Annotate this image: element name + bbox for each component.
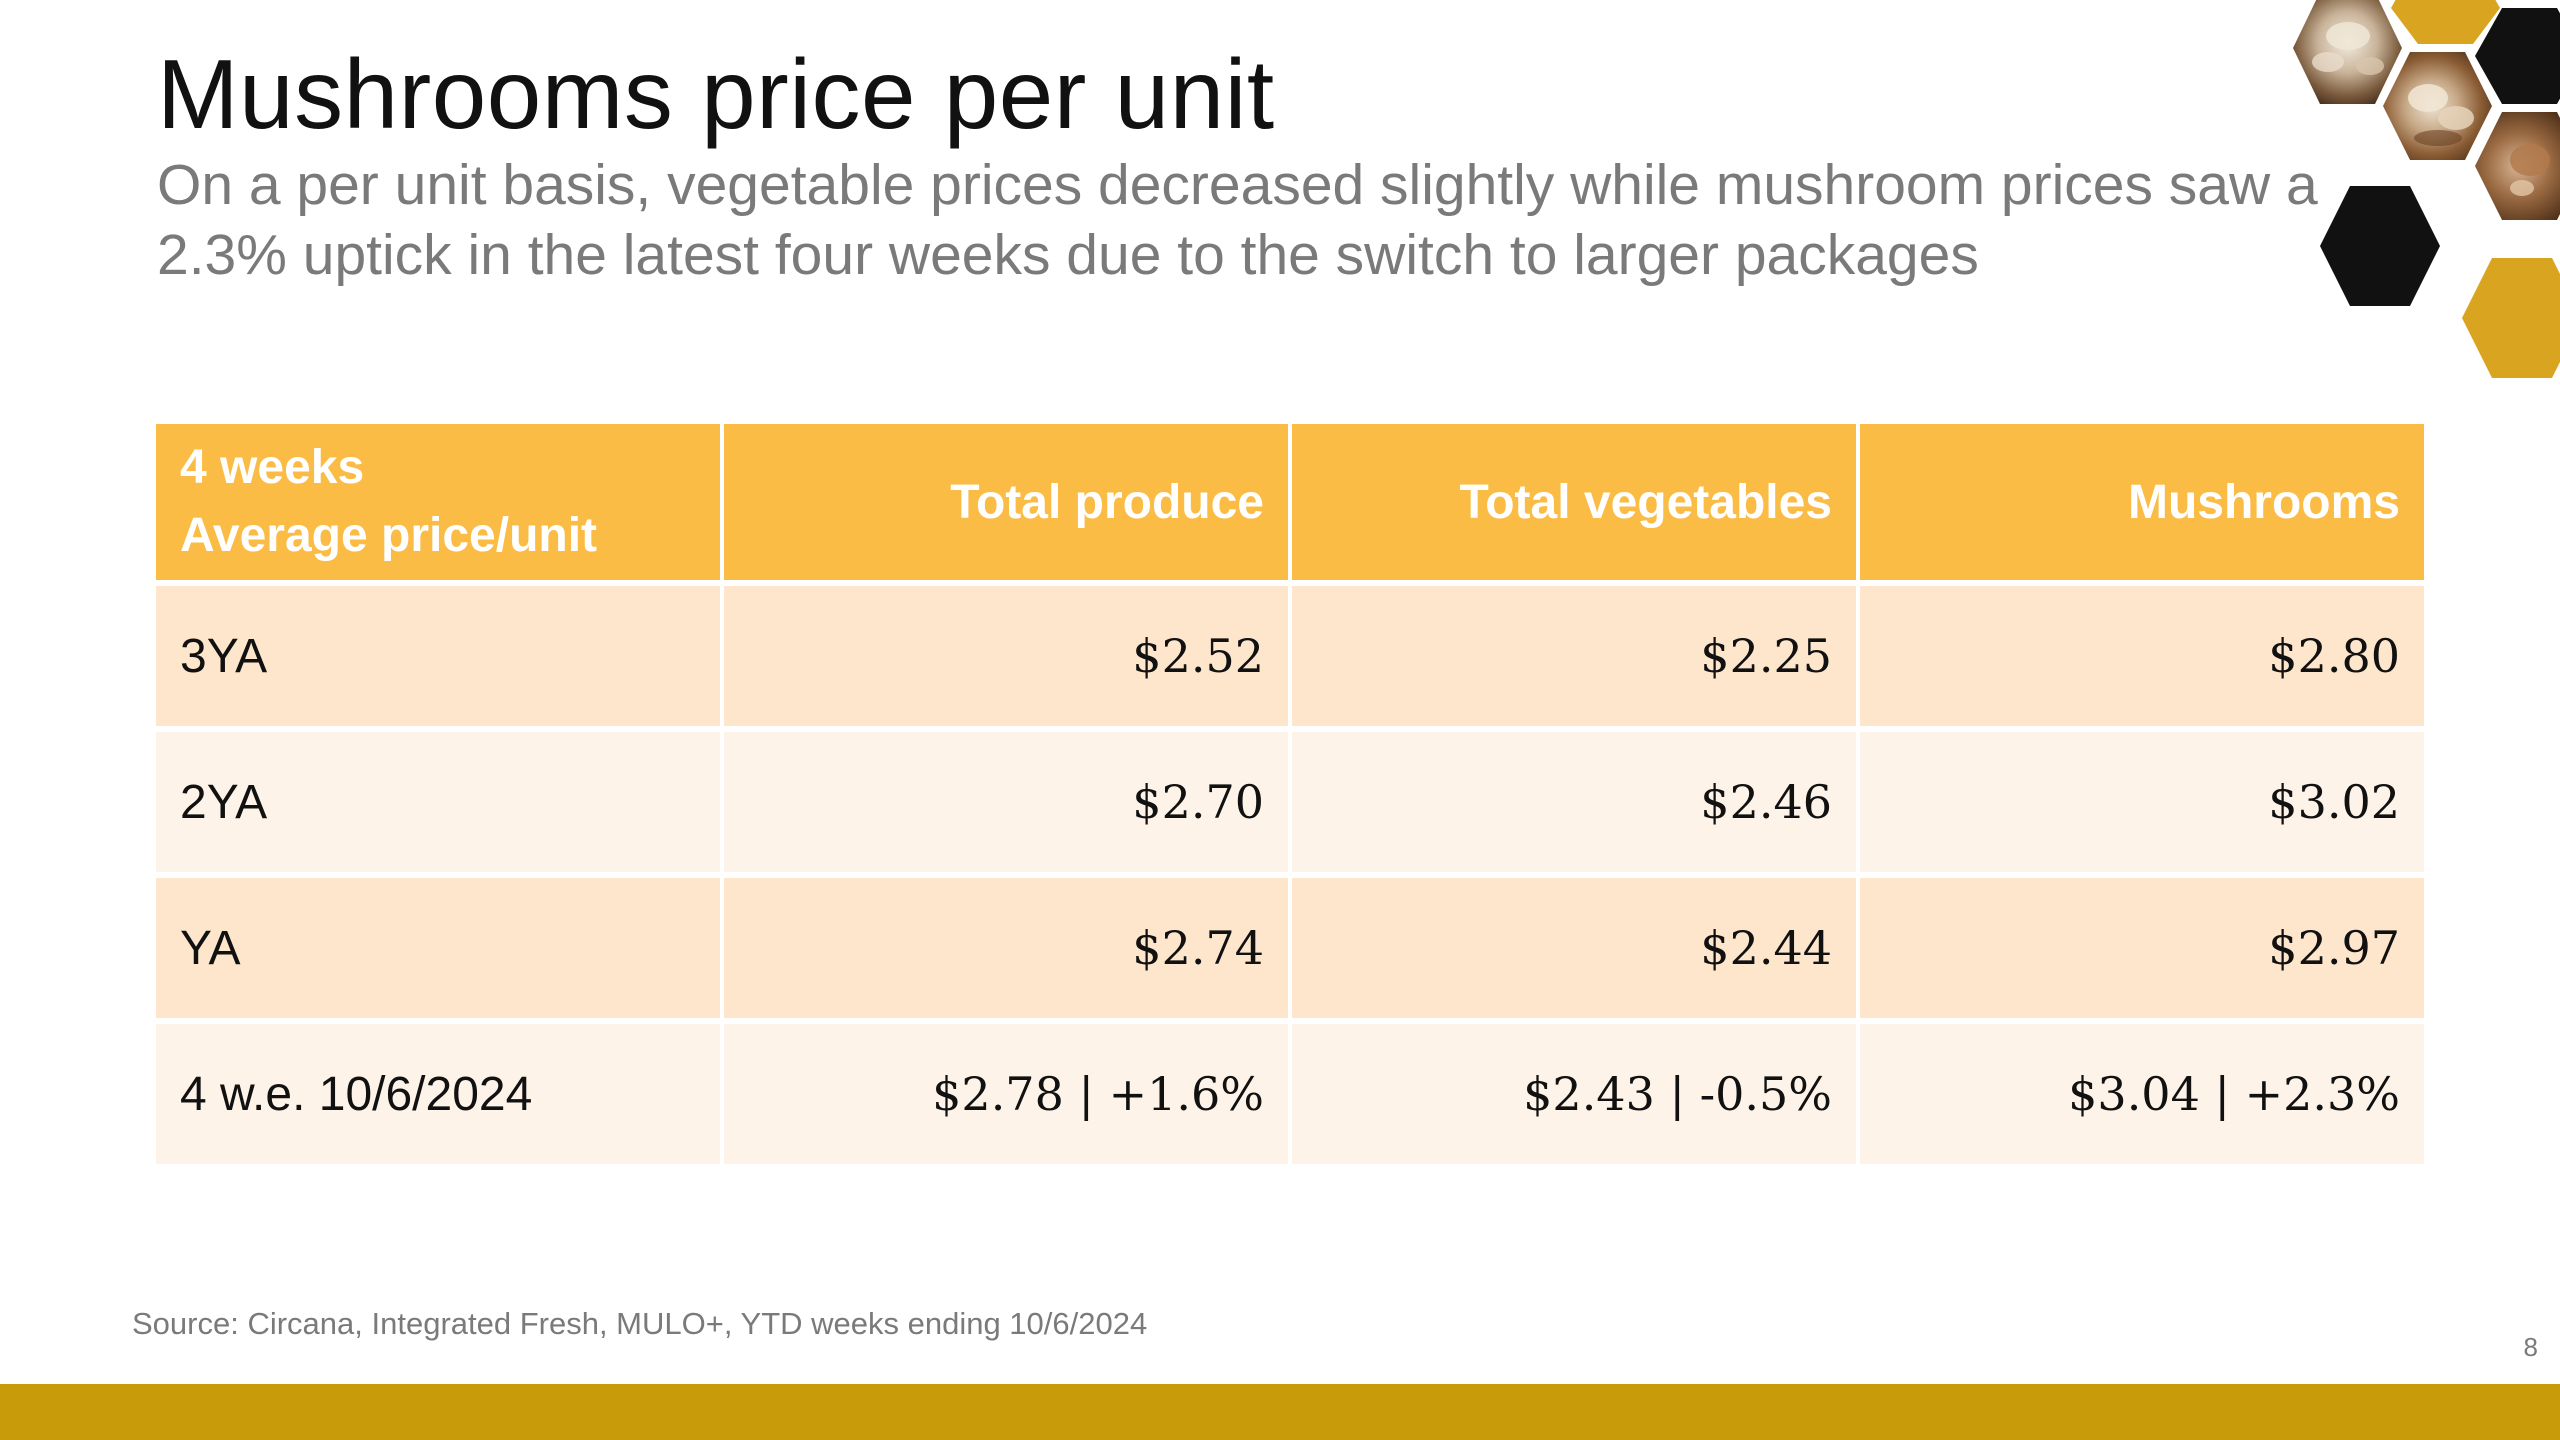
table-header-row: 4 weeks Average price/unit Total produce…: [156, 424, 2424, 580]
page-number: 8: [2523, 1332, 2538, 1362]
gold-hexagon-2: [2462, 258, 2560, 378]
header-total-produce: Total produce: [724, 424, 1288, 580]
table-row: 2YA $2.70 $2.46 $3.02: [156, 732, 2424, 872]
cell-total-vegetables: $2.25: [1292, 586, 1856, 726]
cell-total-produce: $2.52: [724, 586, 1288, 726]
cell-total-produce: $2.74: [724, 878, 1288, 1018]
cell-mushrooms: $3.04 | +2.3%: [1860, 1024, 2424, 1164]
mushroom-photo-hexagon-2: [2383, 52, 2492, 160]
mushroom-photo-hexagon-1: [2293, 0, 2402, 104]
cell-total-vegetables: $2.44: [1292, 878, 1856, 1018]
row-period: 4 w.e. 10/6/2024: [156, 1024, 720, 1164]
cell-total-vegetables: $2.43 | -0.5%: [1292, 1024, 1856, 1164]
cell-total-vegetables: $2.46: [1292, 732, 1856, 872]
price-per-unit-table: 4 weeks Average price/unit Total produce…: [152, 418, 2428, 1170]
gold-hexagon-1: [2391, 0, 2500, 44]
cell-mushrooms: $2.80: [1860, 586, 2424, 726]
cell-total-produce: $2.78 | +1.6%: [724, 1024, 1288, 1164]
row-period: 2YA: [156, 732, 720, 872]
row-period: YA: [156, 878, 720, 1018]
header-period-line2: Average price/unit: [180, 509, 598, 562]
black-hexagon-1: [2475, 8, 2560, 104]
header-period-line1: 4 weeks: [180, 441, 365, 494]
header-period: 4 weeks Average price/unit: [156, 424, 720, 580]
cell-mushrooms: $2.97: [1860, 878, 2424, 1018]
source-note: Source: Circana, Integrated Fresh, MULO+…: [132, 1306, 1148, 1341]
table-row: 4 w.e. 10/6/2024 $2.78 | +1.6% $2.43 | -…: [156, 1024, 2424, 1164]
row-period: 3YA: [156, 586, 720, 726]
table-row: 3YA $2.52 $2.25 $2.80: [156, 586, 2424, 726]
table-row: YA $2.74 $2.44 $2.97: [156, 878, 2424, 1018]
header-total-vegetables: Total vegetables: [1292, 424, 1856, 580]
cell-mushrooms: $3.02: [1860, 732, 2424, 872]
mushroom-photo-hexagon-3: [2475, 112, 2560, 220]
header-mushrooms: Mushrooms: [1860, 424, 2424, 580]
black-hexagon-2: [2320, 186, 2440, 306]
hexagon-decoration: [2293, 0, 2560, 378]
footer-bar: [0, 1384, 2560, 1440]
slide-title: Mushrooms price per unit: [157, 39, 1275, 149]
slide-subtitle: On a per unit basis, vegetable prices de…: [157, 153, 2318, 287]
cell-total-produce: $2.70: [724, 732, 1288, 872]
